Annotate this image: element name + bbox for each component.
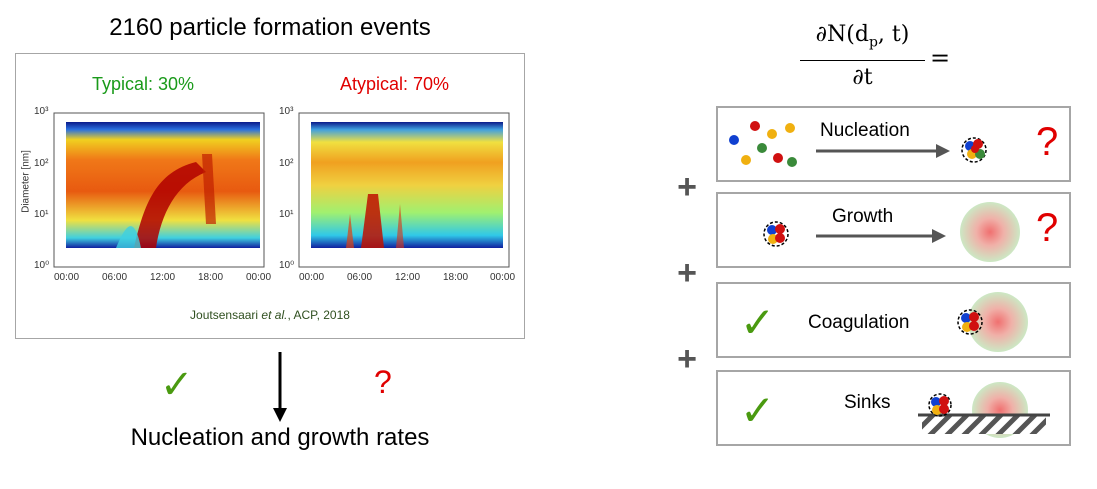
sinks-check-icon: ✓ bbox=[740, 387, 776, 434]
coagulation-check-icon: ✓ bbox=[740, 299, 776, 346]
process-label-sinks: Sinks bbox=[844, 392, 891, 413]
xtick-4-b: 00:00 bbox=[490, 272, 516, 283]
xtick-4: 00:00 bbox=[246, 272, 272, 283]
equation-denominator: ∂t bbox=[852, 65, 873, 90]
xtick-3: 18:00 bbox=[198, 272, 224, 283]
figure-panel: Typical: 30% Atypical: 70% bbox=[15, 53, 525, 339]
typical-label: Typical: 30% bbox=[92, 74, 195, 94]
process-label-nucleation: Nucleation bbox=[820, 120, 910, 141]
process-box-coagulation: ✓ Coagulation bbox=[716, 282, 1071, 358]
ytick-2-b: 10² bbox=[279, 158, 294, 169]
left-title: 2160 particle formation events bbox=[109, 14, 431, 41]
xtick-2-b: 12:00 bbox=[395, 272, 421, 283]
bottom-caption: Nucleation and growth rates bbox=[130, 424, 430, 451]
xtick-1: 06:00 bbox=[102, 272, 128, 283]
sinks-illustration bbox=[918, 382, 1050, 438]
ytick-2: 10² bbox=[34, 158, 49, 169]
xtick-1-b: 06:00 bbox=[347, 272, 373, 283]
atypical-label: Atypical: 70% bbox=[340, 74, 450, 94]
ytick-3-b: 10³ bbox=[279, 106, 294, 117]
plus-sign-3: + bbox=[677, 340, 697, 378]
down-arrow-icon bbox=[273, 352, 287, 422]
xtick-3-b: 18:00 bbox=[443, 272, 469, 283]
nucleation-molecules bbox=[729, 121, 987, 167]
ytick-3: 10³ bbox=[34, 106, 49, 117]
nucleation-question-icon: ? bbox=[1036, 120, 1059, 164]
left-question-icon: ? bbox=[374, 364, 392, 400]
process-box-nucleation: Nucleation ? bbox=[716, 106, 1071, 182]
coagulation-particles bbox=[957, 292, 1028, 352]
growth-question-icon: ? bbox=[1036, 206, 1059, 250]
process-box-sinks: ✓ Sinks bbox=[716, 370, 1071, 446]
ytick-0-b: 10⁰ bbox=[279, 260, 295, 271]
xtick-2: 12:00 bbox=[150, 272, 176, 283]
xtick-0: 00:00 bbox=[54, 272, 80, 283]
process-label-growth: Growth bbox=[832, 206, 894, 227]
plus-sign-2: + bbox=[677, 254, 697, 292]
process-box-growth: Growth ? bbox=[716, 192, 1071, 268]
y-axis-label: Diameter [nm] bbox=[20, 150, 32, 213]
ytick-1: 10¹ bbox=[34, 209, 49, 220]
ytick-0: 10⁰ bbox=[34, 260, 50, 271]
fraction-bar bbox=[800, 60, 925, 61]
left-check-icon: ✓ bbox=[160, 363, 194, 407]
equals-sign: = bbox=[930, 44, 951, 72]
process-label-coagulation: Coagulation bbox=[808, 312, 910, 333]
citation: Joutsensaari et al., ACP, 2018 bbox=[190, 308, 350, 322]
ytick-1-b: 10¹ bbox=[279, 209, 294, 220]
growth-particles bbox=[763, 202, 1020, 262]
banana-plots bbox=[53, 112, 510, 268]
equation-numerator: ∂N(dp, t) bbox=[815, 22, 910, 51]
plus-sign-1: + bbox=[677, 168, 697, 206]
xtick-0-b: 00:00 bbox=[299, 272, 325, 283]
